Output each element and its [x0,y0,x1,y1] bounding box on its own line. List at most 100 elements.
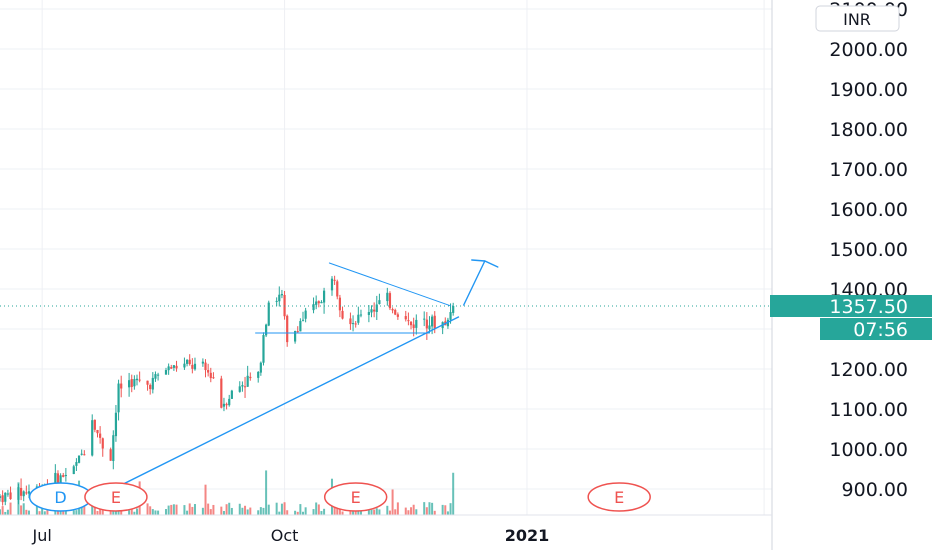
candle[interactable] [225,403,228,406]
candle[interactable] [25,492,28,494]
event-marker-badge[interactable] [84,482,148,512]
candle[interactable] [378,300,381,305]
candle[interactable] [293,331,297,342]
candle[interactable] [322,290,326,303]
candle[interactable] [212,377,215,379]
candle[interactable] [349,318,352,325]
candle[interactable] [317,301,320,304]
candle[interactable] [80,453,83,455]
earnings-marker[interactable]: E [323,482,388,512]
candle[interactable] [128,380,131,388]
candle[interactable] [17,487,20,500]
candle[interactable] [96,429,99,434]
candle[interactable] [388,293,392,309]
event-marker-badge[interactable] [323,482,388,512]
candle[interactable] [409,321,413,326]
candle[interactable] [259,362,262,373]
candle[interactable] [83,454,86,456]
candle[interactable] [222,403,226,407]
candle[interactable] [109,449,112,461]
candle[interactable] [286,315,289,343]
candle[interactable] [120,383,123,389]
candle[interactable] [19,487,23,496]
candle[interactable] [296,331,299,333]
candle[interactable] [320,301,323,304]
candle-layer[interactable] [0,275,455,506]
candle[interactable] [146,380,149,385]
candle[interactable] [77,455,81,463]
candle[interactable] [130,379,133,387]
currency-button-label[interactable]: INR [843,10,871,29]
currency-button[interactable]: INR [815,5,900,32]
candle[interactable] [167,366,170,371]
candle[interactable] [304,310,307,319]
candle[interactable] [149,384,152,390]
candle[interactable] [312,304,315,311]
candle[interactable] [280,294,284,296]
candle[interactable] [209,372,212,379]
candle[interactable] [56,473,60,486]
candle[interactable] [191,364,194,369]
candle[interactable] [249,376,252,379]
candle[interactable] [238,386,241,392]
candle[interactable] [62,475,65,477]
candle[interactable] [59,475,62,486]
candle[interactable] [188,359,191,365]
candle[interactable] [428,325,431,330]
candle[interactable] [386,292,389,302]
candle[interactable] [4,492,7,502]
candle[interactable] [241,385,244,387]
candle[interactable] [336,281,339,297]
candle[interactable] [135,378,139,381]
candle[interactable] [133,379,136,387]
candle[interactable] [357,314,360,323]
candle[interactable] [172,365,175,368]
upper-trendline[interactable] [328,262,452,307]
candle[interactable] [99,433,102,438]
candle[interactable] [91,420,94,456]
time-axis[interactable]: Jul Oct 2021 [32,526,550,545]
candle[interactable] [452,306,455,313]
candle[interactable] [101,438,104,449]
candle[interactable] [257,372,260,378]
candle[interactable] [175,365,178,369]
candle[interactable] [201,361,204,364]
candle[interactable] [207,369,210,373]
candle[interactable] [375,304,378,312]
drawing-layer[interactable] [112,259,499,490]
candle[interactable] [230,390,233,399]
candle[interactable] [333,279,336,281]
candle[interactable] [204,362,207,371]
candle[interactable] [367,312,370,315]
candle[interactable] [449,312,452,320]
candle[interactable] [265,324,268,336]
projection-arrow[interactable] [463,260,486,306]
candle[interactable] [154,374,157,379]
lower-trendline[interactable] [112,316,460,490]
candle[interactable] [112,435,115,462]
candle[interactable] [117,383,120,413]
candle[interactable] [93,419,96,430]
candle[interactable] [228,398,231,406]
candle[interactable] [267,302,270,326]
candle[interactable] [370,309,373,313]
candle[interactable] [75,462,78,466]
candle[interactable] [315,301,318,305]
candle[interactable] [64,474,67,477]
candle[interactable] [351,323,355,325]
candle[interactable] [0,496,2,498]
candle[interactable] [183,363,186,368]
candle[interactable] [114,412,118,437]
candle[interactable] [338,297,341,311]
candle[interactable] [22,491,25,497]
currency-button-box[interactable] [815,5,900,32]
candle[interactable] [72,466,75,475]
candle[interactable] [391,309,394,311]
event-marker-badge[interactable] [587,482,651,512]
candle[interactable] [341,310,344,319]
candle[interactable] [185,359,189,364]
candle[interactable] [138,379,141,381]
candle[interactable] [394,309,397,315]
